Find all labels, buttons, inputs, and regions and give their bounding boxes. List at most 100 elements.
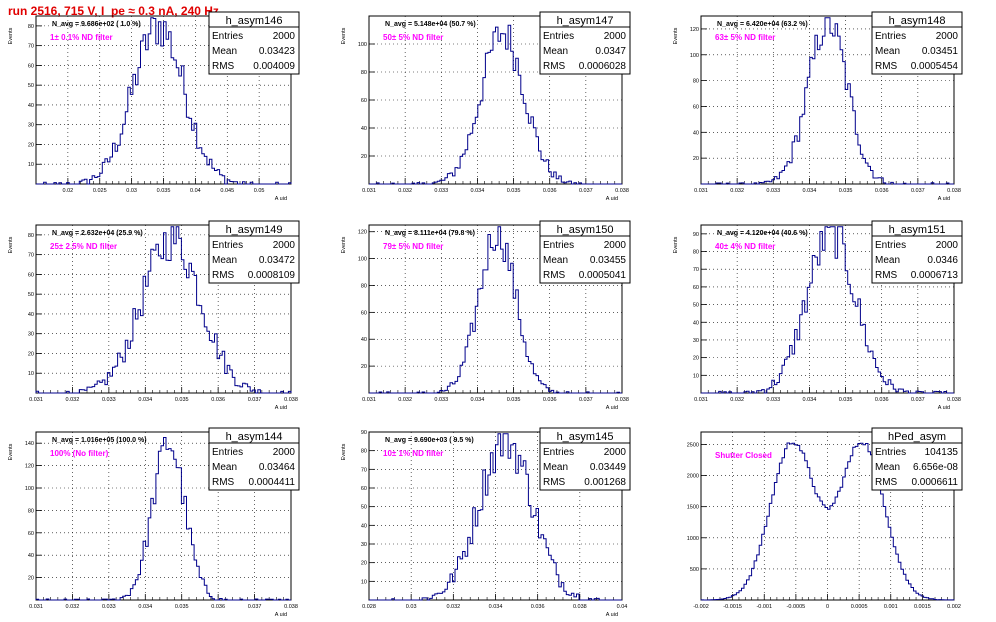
y-tick-label: 20 xyxy=(361,561,367,567)
x-tick-label: 0.033 xyxy=(766,188,780,194)
stats-label-rms: RMS xyxy=(543,61,566,72)
filter-label: 50± 5% ND filter xyxy=(383,33,443,42)
stats-label-mean: Mean xyxy=(212,255,237,266)
x-tick-label: 0.032 xyxy=(730,397,744,403)
x-tick-label: 0.05 xyxy=(254,188,265,194)
x-tick-label: 0.038 xyxy=(615,397,629,403)
stats-value-mean: 0.03449 xyxy=(590,462,627,473)
y-tick-label: 70 xyxy=(28,44,34,50)
navg-label: N_avg = 4.120e+04 (40.6 %) xyxy=(717,230,808,237)
y-tick-label: 50 xyxy=(361,505,367,511)
stats-label-mean: Mean xyxy=(212,462,237,473)
stats-value-entries: 2000 xyxy=(936,31,959,42)
x-axis-label: A uid xyxy=(275,612,287,618)
x-tick-label: 0.037 xyxy=(911,188,925,194)
stats-box xyxy=(871,11,963,75)
stats-box xyxy=(539,427,631,491)
navg-label: N_avg = 9.686e+02 ( 1.0 %) xyxy=(52,21,141,28)
stats-label-mean: Mean xyxy=(875,462,900,473)
histogram-curve xyxy=(701,17,954,185)
x-tick-label: 0.036 xyxy=(531,604,545,610)
y-tick-label: 50 xyxy=(28,292,34,298)
x-tick-label: 0.036 xyxy=(875,397,889,403)
x-tick-label: 0.035 xyxy=(175,397,189,403)
x-tick-label: 0.045 xyxy=(220,188,234,194)
x-tick-label: 0.034 xyxy=(138,397,152,403)
stats-value-entries: 2000 xyxy=(604,240,627,251)
histogram-panel-h_asym149: 0.031 0.032 0.033 0.034 0.035 0.036 0.037 0.038… xyxy=(8,220,300,411)
y-tick-label: 60 xyxy=(28,272,34,278)
stats-box xyxy=(208,11,300,75)
stats-box xyxy=(539,220,631,284)
stats-value-mean: 6.656e-08 xyxy=(913,462,958,473)
x-tick-label: 0 xyxy=(826,604,829,610)
stats-value-rms: 0.0008109 xyxy=(248,270,296,281)
histogram-panel-h_asym151: 0.031 0.032 0.033 0.034 0.035 0.036 0.037 0.038… xyxy=(673,220,963,411)
y-axis-label: Events xyxy=(8,236,14,253)
stats-box xyxy=(539,11,631,75)
y-tick-label: 20 xyxy=(28,142,34,148)
stats-value-rms: 0.001268 xyxy=(584,477,626,488)
x-axis-label: A uid xyxy=(938,405,950,411)
x-tick-label: 0.032 xyxy=(66,604,80,610)
x-tick-label: 0.034 xyxy=(803,397,817,403)
x-tick-label: 0.035 xyxy=(507,397,521,403)
x-tick-label: 0.036 xyxy=(543,188,557,194)
stats-label-entries: Entries xyxy=(875,31,906,42)
stats-label-rms: RMS xyxy=(875,61,898,72)
x-tick-label: 0.035 xyxy=(839,188,853,194)
y-tick-label: 80 xyxy=(693,250,699,256)
x-tick-label: 0.033 xyxy=(434,188,448,194)
stats-value-mean: 0.03451 xyxy=(922,46,959,57)
x-tick-label: 0.033 xyxy=(102,397,116,403)
y-tick-label: 60 xyxy=(361,486,367,492)
x-axis-label: A uid xyxy=(938,196,950,202)
x-tick-label: 0.031 xyxy=(29,397,43,403)
x-tick-label: 0.0015 xyxy=(914,604,931,610)
x-tick-label: 0.038 xyxy=(573,604,587,610)
x-tick-label: 0.032 xyxy=(66,397,80,403)
y-tick-label: 80 xyxy=(693,79,699,85)
stats-label-entries: Entries xyxy=(875,447,906,458)
stats-label-entries: Entries xyxy=(875,240,906,251)
stats-box xyxy=(871,427,963,491)
y-tick-label: 40 xyxy=(28,103,34,109)
y-tick-label: 30 xyxy=(28,332,34,338)
y-tick-label: 60 xyxy=(361,310,367,316)
y-tick-label: 120 xyxy=(25,464,34,470)
navg-label: N_avg = 9.690e+03 ( 9.5 %) xyxy=(385,437,474,444)
histogram-name: h_asym149 xyxy=(226,224,283,236)
stats-value-entries: 2000 xyxy=(273,240,296,251)
x-tick-label: 0.032 xyxy=(730,188,744,194)
y-axis-label: Events xyxy=(8,443,14,460)
filter-label: 1± 0.1% ND filter xyxy=(50,33,113,42)
y-tick-label: 140 xyxy=(25,441,34,447)
y-tick-label: 80 xyxy=(28,24,34,30)
y-tick-label: 20 xyxy=(361,154,367,160)
stats-value-mean: 0.03472 xyxy=(259,255,296,266)
histogram-name: h_asym148 xyxy=(889,15,946,27)
histogram-panel-h_asym144: 0.031 0.032 0.033 0.034 0.035 0.036 0.037 0.038… xyxy=(8,427,300,618)
y-tick-label: 70 xyxy=(28,253,34,259)
stats-label-rms: RMS xyxy=(543,477,566,488)
stats-value-rms: 0.0005041 xyxy=(579,270,627,281)
x-tick-label: -0.0015 xyxy=(723,604,742,610)
stats-value-rms: 0.0006611 xyxy=(911,477,958,488)
x-tick-label: 0.036 xyxy=(211,604,225,610)
histogram-panel-hPed_asym: -0.002 -0.0015 -0.001 -0.0005 0 0.0005 0.001 0.… xyxy=(687,427,963,610)
y-tick-label: 40 xyxy=(361,126,367,132)
filter-label: 25± 2.5% ND filter xyxy=(50,242,117,251)
stats-label-mean: Mean xyxy=(212,46,237,57)
x-tick-label: 0.034 xyxy=(471,188,485,194)
x-tick-label: 0.02 xyxy=(63,188,74,194)
x-tick-label: 0.038 xyxy=(947,397,961,403)
histogram-panel-h_asym150: 0.031 0.032 0.033 0.034 0.035 0.036 0.037 0.038… xyxy=(341,220,631,411)
histogram-name: hPed_asym xyxy=(888,431,946,443)
y-tick-label: 40 xyxy=(693,130,699,136)
stats-label-entries: Entries xyxy=(543,240,574,251)
x-tick-label: 0.03 xyxy=(406,604,417,610)
y-tick-label: 70 xyxy=(361,467,367,473)
histogram-curve xyxy=(369,226,622,394)
histogram-curve xyxy=(36,17,292,185)
